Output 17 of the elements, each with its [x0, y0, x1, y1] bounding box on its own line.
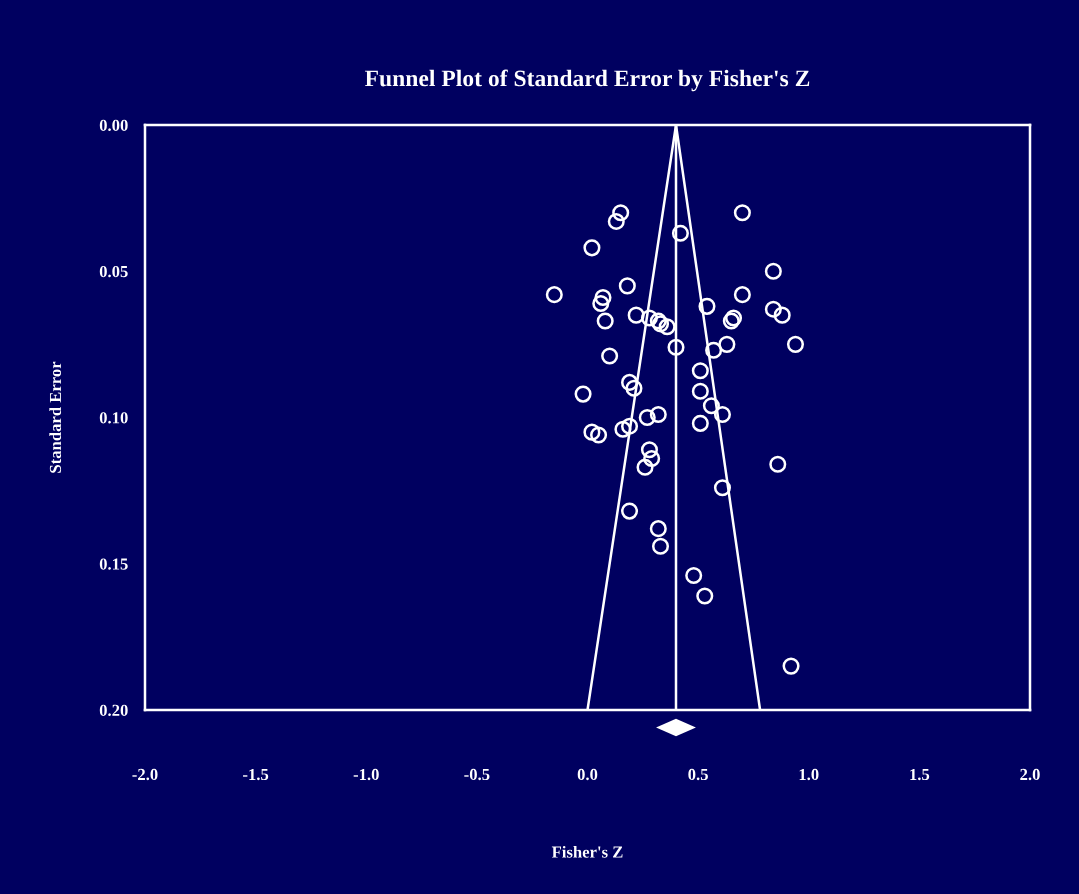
x-tick-label: -2.0: [132, 768, 158, 781]
y-tick-label: 0.20: [99, 704, 128, 717]
y-tick-label: 0.10: [99, 412, 128, 424]
y-axis-title: Standard Error: [49, 361, 62, 473]
x-axis-title: Fisher's Z: [551, 845, 623, 858]
x-tick-label: 2.0: [1020, 768, 1040, 781]
y-tick-label: 0.15: [99, 558, 128, 570]
x-tick-label: 1.5: [910, 768, 930, 781]
x-tick-label: 1.0: [799, 768, 819, 781]
y-tick-label: 0.05: [99, 265, 128, 278]
x-tick-label: -0.5: [464, 768, 490, 781]
x-tick-label: -1.0: [353, 768, 379, 781]
y-tick-label: 0.00: [99, 119, 128, 132]
x-tick-label: 0.0: [577, 768, 598, 781]
x-tick-label: -1.5: [243, 768, 269, 781]
chart-title: Funnel Plot of Standard Error by Fisher's Z: [364, 69, 810, 92]
x-tick-label: 0.5: [688, 768, 708, 781]
